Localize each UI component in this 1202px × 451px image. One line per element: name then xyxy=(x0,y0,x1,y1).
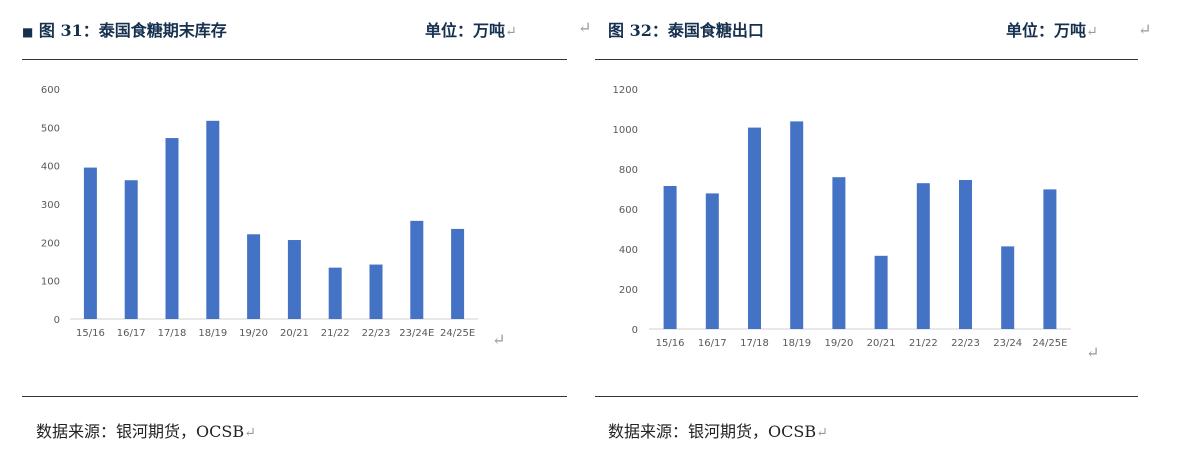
x-tick-label: 20/21 xyxy=(280,328,309,339)
bar-15-16 xyxy=(83,167,97,319)
bar-19-20 xyxy=(832,177,846,329)
bar-16-17 xyxy=(705,193,719,329)
x-tick-label: 19/20 xyxy=(824,338,853,349)
bar-chart-svg: 0 200 400 600 800 1000 1200 15/16 16/17 17/18 18/1… xyxy=(613,85,1071,349)
x-tick-label: 16/17 xyxy=(117,328,146,339)
x-tick-label: 23/24E xyxy=(399,328,434,339)
bar-24-25E xyxy=(1043,189,1057,329)
top-rule xyxy=(595,59,1138,60)
x-tick-label: 20/21 xyxy=(867,338,896,349)
return-mark-icon: ↵ xyxy=(492,330,506,349)
bottom-rule xyxy=(22,396,567,397)
x-tick-label: 22/23 xyxy=(362,328,391,339)
unit-label: 单位：万吨↵ xyxy=(1006,17,1098,41)
bar-21-22 xyxy=(328,267,342,319)
source-line: 数据来源：银河期货，OCSB↵ xyxy=(36,418,256,442)
x-tick-label: 24/25E xyxy=(1032,338,1067,349)
bar-17-18 xyxy=(748,127,761,329)
y-tick-label: 1200 xyxy=(613,85,638,96)
x-tick-label: 16/17 xyxy=(698,338,727,349)
return-mark-icon: ↵ xyxy=(244,425,256,441)
chart-panel-32: ↵ 图 32：泰国食糖出口 单位：万吨↵ ↵ 0 200 400 600 800 1000… xyxy=(578,0,1202,451)
bottom-rule xyxy=(595,396,1138,397)
y-tick-label: 0 xyxy=(632,325,638,336)
y-tick-label: 600 xyxy=(619,205,638,216)
x-tick-label: 24/25E xyxy=(440,328,475,339)
y-tick-label: 400 xyxy=(619,245,638,256)
y-tick-label: 500 xyxy=(41,123,60,134)
x-tick-label: 21/22 xyxy=(909,338,938,349)
top-rule xyxy=(22,59,567,60)
source-text: 数据来源：银河期货，OCSB xyxy=(36,422,245,441)
bar-chart-svg: 0 100 200 300 400 500 600 15/16 16/17 17/18 18/19 1… xyxy=(41,85,478,339)
bar-23-24E xyxy=(410,220,424,319)
unit-label: 单位：万吨↵ xyxy=(425,17,517,41)
y-tick-label: 600 xyxy=(41,85,60,96)
figure-title-text: 图 32：泰国食糖出口 xyxy=(608,21,764,40)
unit-text: 单位：万吨 xyxy=(1006,21,1087,40)
x-tick-label: 18/19 xyxy=(782,338,811,349)
figure-title: 图 32：泰国食糖出口 xyxy=(608,17,764,41)
y-tick-label: 200 xyxy=(41,238,60,249)
y-tick-label: 1000 xyxy=(613,125,638,136)
x-tick-label: 15/16 xyxy=(76,328,105,339)
square-bullet: ■ xyxy=(22,25,34,39)
bar-21-22 xyxy=(916,183,930,329)
bar-22-23 xyxy=(369,264,383,319)
y-tick-label: 300 xyxy=(41,200,60,211)
return-mark-icon: ↵ xyxy=(816,425,828,441)
y-tick-label: 0 xyxy=(54,315,60,326)
unit-text: 单位：万吨 xyxy=(425,21,506,40)
bar-16-17 xyxy=(124,180,138,319)
x-tick-label: 23/24 xyxy=(993,338,1022,349)
return-mark-icon: ↵ xyxy=(505,24,517,40)
x-tick-label: 15/16 xyxy=(656,338,685,349)
x-tick-label: 17/18 xyxy=(740,338,769,349)
bar-18-19 xyxy=(790,121,804,330)
bar-19-20 xyxy=(247,234,261,319)
bar-20-21 xyxy=(287,240,301,319)
x-tick-label: 17/18 xyxy=(158,328,187,339)
figure-title: ■ 图 31：泰国食糖期末库存 xyxy=(22,17,227,41)
return-mark-icon: ↵ xyxy=(578,18,592,37)
bar-18-19 xyxy=(206,120,220,319)
y-tick-label: 200 xyxy=(619,285,638,296)
source-text: 数据来源：银河期货，OCSB xyxy=(608,422,817,441)
figure-title-text: 图 31：泰国食糖期末库存 xyxy=(38,21,227,40)
x-tick-label: 18/19 xyxy=(198,328,227,339)
bar-15-16 xyxy=(663,186,677,329)
bar-23-24 xyxy=(1001,246,1015,329)
bar-20-21 xyxy=(874,255,888,329)
bar-17-18 xyxy=(165,138,179,319)
y-tick-label: 100 xyxy=(41,277,60,288)
x-tick-label: 19/20 xyxy=(239,328,268,339)
chart-panel-31: ■ 图 31：泰国食糖期末库存 单位：万吨↵ 0 100 200 300 400 500 6… xyxy=(0,0,590,451)
bar-24-25E xyxy=(451,228,465,319)
x-tick-label: 22/23 xyxy=(951,338,980,349)
bar-22-23 xyxy=(959,180,972,329)
y-tick-label: 400 xyxy=(41,162,60,173)
return-mark-icon: ↵ xyxy=(1086,24,1098,40)
return-mark-icon: ↵ xyxy=(1138,20,1152,39)
return-mark-icon: ↵ xyxy=(1086,343,1100,362)
source-line: 数据来源：银河期货，OCSB↵ xyxy=(608,418,828,442)
x-tick-label: 21/22 xyxy=(321,328,350,339)
y-tick-label: 800 xyxy=(619,165,638,176)
